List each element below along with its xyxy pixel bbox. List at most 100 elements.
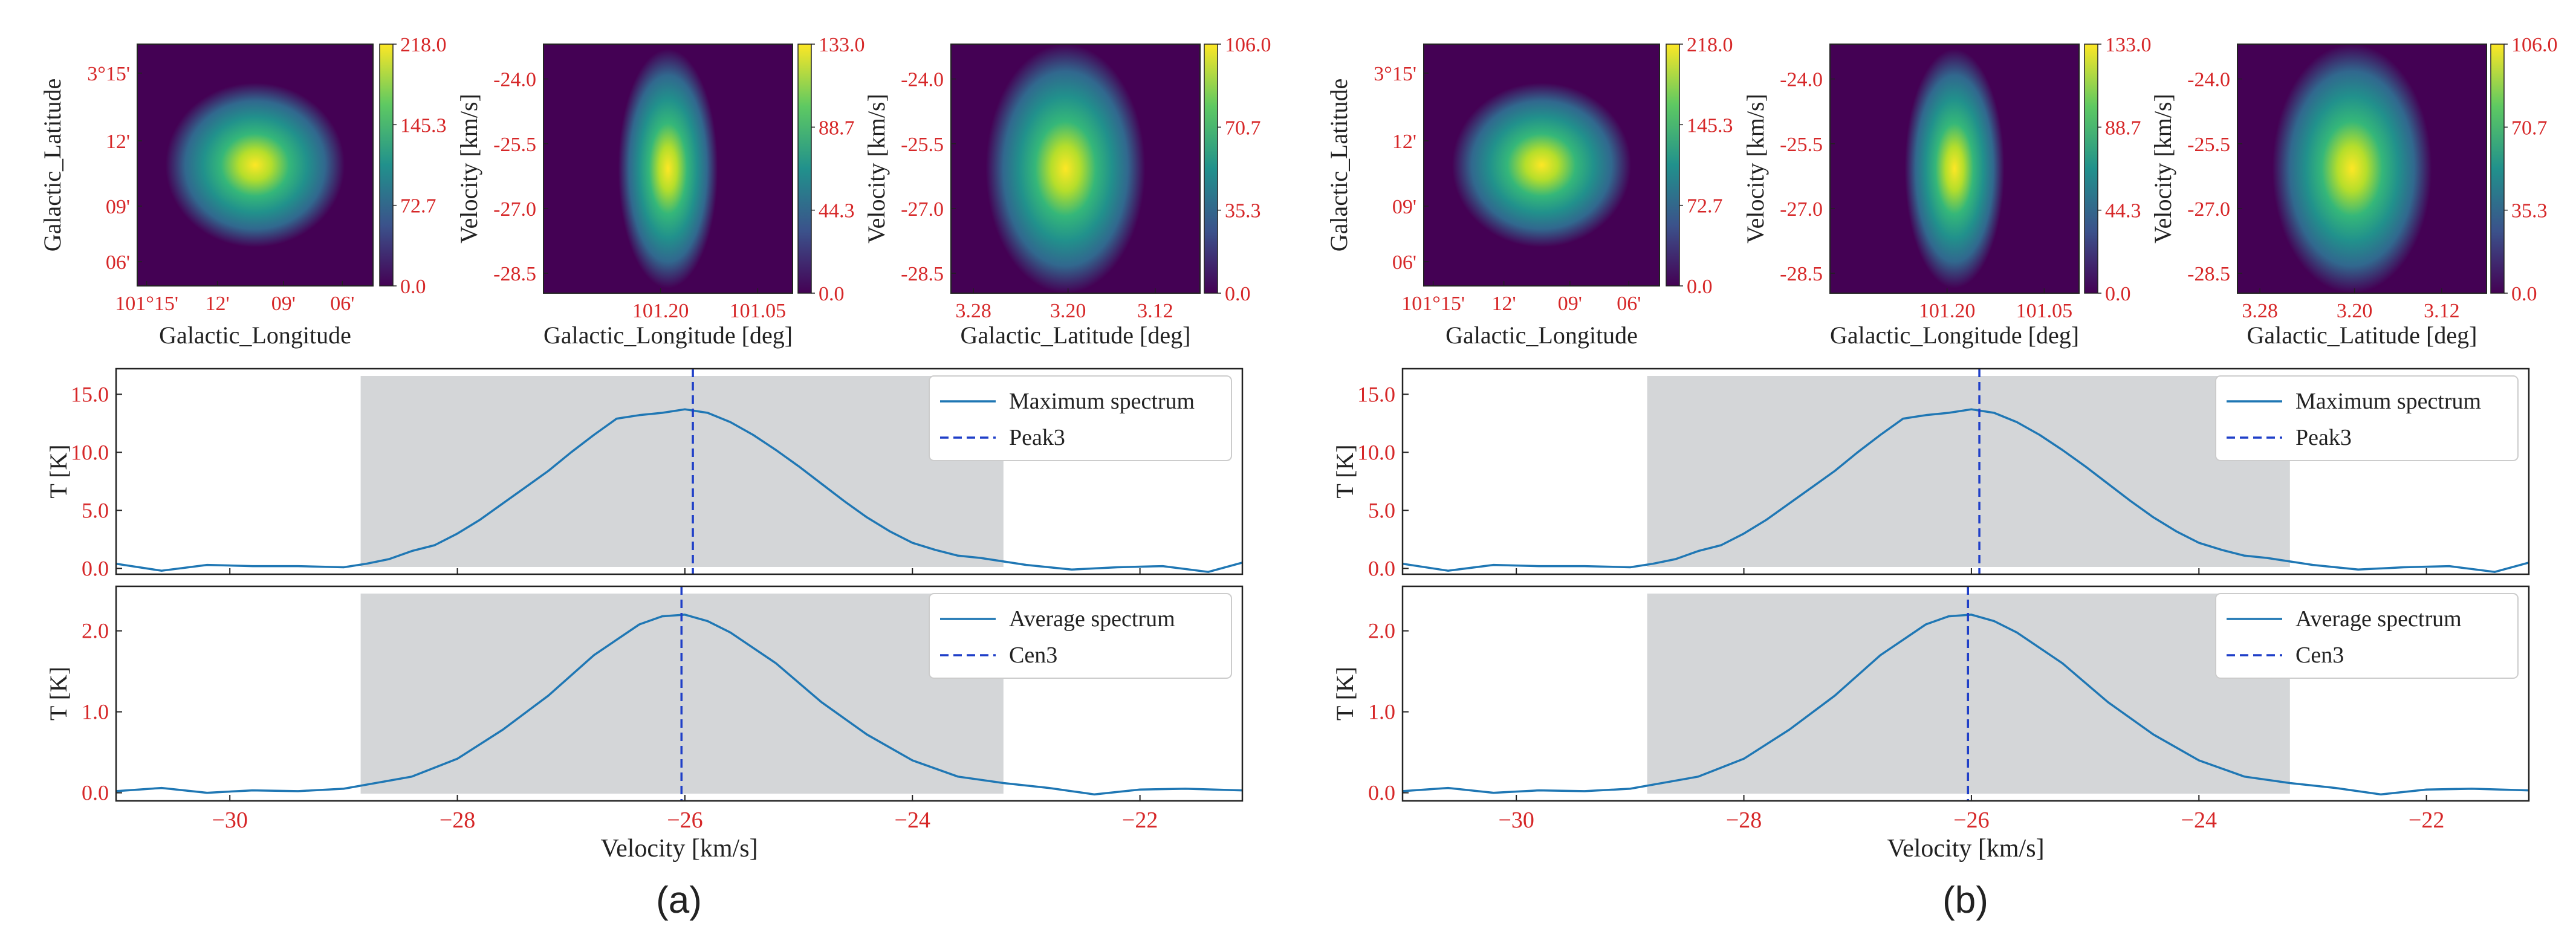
xlabel: Velocity [km/s] — [600, 835, 758, 863]
colorbar-label: 133.0 — [2105, 34, 2152, 56]
image-frame — [950, 44, 1201, 294]
panel-caption: (b) — [1942, 879, 1988, 921]
plot-frame — [1401, 368, 2530, 575]
plot-frame — [115, 585, 1244, 802]
emission-blob-group — [1904, 49, 2005, 288]
colorbar-label: 0.0 — [819, 283, 845, 305]
legend-label-spectrum: Average spectrum — [2295, 606, 2462, 632]
colorbar — [1204, 44, 1218, 294]
emission-blob-group — [2272, 44, 2432, 293]
colorbar-label: 88.7 — [819, 117, 855, 139]
image-xlabel: Galactic_Longitude [deg] — [1830, 322, 2079, 349]
ytick-label: 5.0 — [1368, 498, 1395, 522]
legend-label-marker: Cen3 — [1009, 643, 1057, 668]
colorbar-label: 70.7 — [2511, 117, 2548, 139]
plot-frame — [115, 368, 1244, 575]
image-frame — [1829, 44, 2080, 294]
image-panel-2: 133.0 88.7 44.3 0.0 101.20 101.05 -24.0 -25.5 -2… — [1742, 34, 2152, 349]
ytick-label: 0.0 — [1368, 781, 1395, 805]
legend-box — [2215, 593, 2519, 679]
ylabel: T [K] — [45, 667, 72, 720]
emission-blob-group — [618, 49, 718, 288]
image-ytick-label: 06' — [106, 251, 130, 274]
image-frame — [2237, 44, 2487, 294]
legend: Average spectrum Cen3 — [929, 593, 1232, 679]
image-panel-1: 218.0 145.3 72.7 0.0 101°15' 12' 09' 06' 3°15' 12… — [1325, 34, 1733, 349]
colorbar-label: 72.7 — [1687, 195, 1723, 218]
ytick-label: 0.0 — [82, 781, 109, 805]
colorbar-label: 88.7 — [2105, 117, 2141, 139]
average-spectrum-plot: 0.0 1.0 2.0 −30 −28 −26 −24 −22 T [K] Velocity [k… — [1331, 585, 2530, 863]
image-ytick-label: -24.0 — [493, 69, 536, 91]
image-ytick-label: -27.0 — [493, 198, 536, 221]
legend-box — [2215, 375, 2519, 461]
colorbar — [2490, 44, 2505, 294]
legend: Average spectrum Cen3 — [2215, 593, 2519, 679]
panel-b: 218.0 145.3 72.7 0.0 101°15' 12' 09' 06' 3°15' 12… — [1325, 34, 2558, 921]
emission-blob — [165, 83, 345, 247]
xtick-label: −24 — [2181, 808, 2217, 833]
emission-blob — [1452, 83, 1632, 247]
image-ytick-label: -28.5 — [493, 263, 536, 285]
image-panel-1: 218.0 145.3 72.7 0.0 101°15' 12' 09' 06' 3°15' 12… — [39, 34, 447, 349]
image-xlabel: Galactic_Latitude [deg] — [2247, 322, 2477, 349]
average-spectrum-plot: 0.0 1.0 2.0 −30 −28 −26 −24 −22 T [K] Velocity [k… — [45, 585, 1244, 863]
panel-a: 218.0 145.3 72.7 0.0 101°15' 12' 09' 06' 3°15' 12… — [39, 34, 1271, 921]
image-xtick-label: 3.28 — [2242, 300, 2278, 322]
image-ytick-label: -25.5 — [1780, 134, 1823, 156]
emission-blob — [618, 49, 718, 288]
ytick-label: 2.0 — [1368, 619, 1395, 643]
velocity-range-shade — [1647, 376, 2290, 567]
emission-blob — [2272, 44, 2432, 293]
xtick-label: −28 — [1726, 808, 1762, 833]
ylabel: T [K] — [1331, 667, 1358, 720]
colorbar-label: 133.0 — [819, 34, 865, 56]
image-xtick-label: 101.20 — [632, 300, 689, 322]
legend-label-marker: Peak3 — [1009, 425, 1065, 450]
image-xtick-label: 3.28 — [955, 300, 991, 322]
image-xlabel: Galactic_Latitude [deg] — [961, 322, 1191, 349]
image-ytick-label: 3°15' — [1374, 63, 1416, 85]
ytick-label: 15.0 — [1357, 382, 1395, 406]
emission-blob-group — [1452, 83, 1632, 247]
velocity-range-shade — [360, 376, 1004, 567]
xtick-label: −22 — [2409, 808, 2444, 833]
ytick-label: 2.0 — [82, 619, 109, 643]
colorbar-label: 35.3 — [1225, 200, 1261, 222]
image-ylabel: Galactic_Latitude — [39, 79, 66, 252]
colorbar — [1666, 44, 1680, 287]
colorbar-label: 145.3 — [400, 114, 447, 137]
image-ytick-label: -25.5 — [2187, 134, 2230, 156]
colorbar-label: 106.0 — [2511, 34, 2558, 56]
image-xtick-label: 101°15' — [115, 293, 178, 315]
panels-layer: 218.0 145.3 72.7 0.0 101°15' 12' 09' 06' 3°15' 12… — [39, 34, 2558, 921]
image-panel-2: 133.0 88.7 44.3 0.0 101.20 101.05 -24.0 -25.5 -2… — [455, 34, 865, 349]
spectrum-line — [1402, 614, 2529, 796]
image-frame — [543, 44, 793, 294]
legend-label-spectrum: Maximum spectrum — [1009, 389, 1195, 414]
colorbar — [2084, 44, 2098, 294]
image-xtick-label: 101.05 — [730, 300, 787, 322]
colorbar-label: 145.3 — [1687, 114, 1733, 137]
xlabel: Velocity [km/s] — [1887, 835, 2044, 863]
plot-frame — [1401, 585, 2530, 802]
colorbar-label: 0.0 — [1225, 283, 1251, 305]
image-xlabel: Galactic_Longitude [deg] — [543, 322, 793, 349]
panel-caption: (a) — [656, 879, 702, 921]
image-ytick-label: -28.5 — [901, 263, 944, 285]
legend-label-marker: Cen3 — [2295, 643, 2344, 668]
spectrum-line — [115, 614, 1243, 796]
image-xtick-label: 09' — [271, 293, 296, 315]
ytick-label: 0.0 — [82, 556, 109, 580]
colorbar-label: 44.3 — [819, 200, 855, 222]
ytick-label: 1.0 — [1368, 700, 1395, 724]
emission-blob-group — [985, 44, 1146, 293]
image-xtick-label: 3.12 — [2424, 300, 2460, 322]
image-ytick-label: 12' — [1392, 131, 1416, 153]
image-xtick-label: 12' — [1492, 293, 1516, 315]
colorbar-label: 72.7 — [400, 195, 436, 218]
xtick-label: −24 — [895, 808, 930, 833]
image-ytick-label: 09' — [1392, 196, 1416, 218]
colorbar — [797, 44, 812, 294]
